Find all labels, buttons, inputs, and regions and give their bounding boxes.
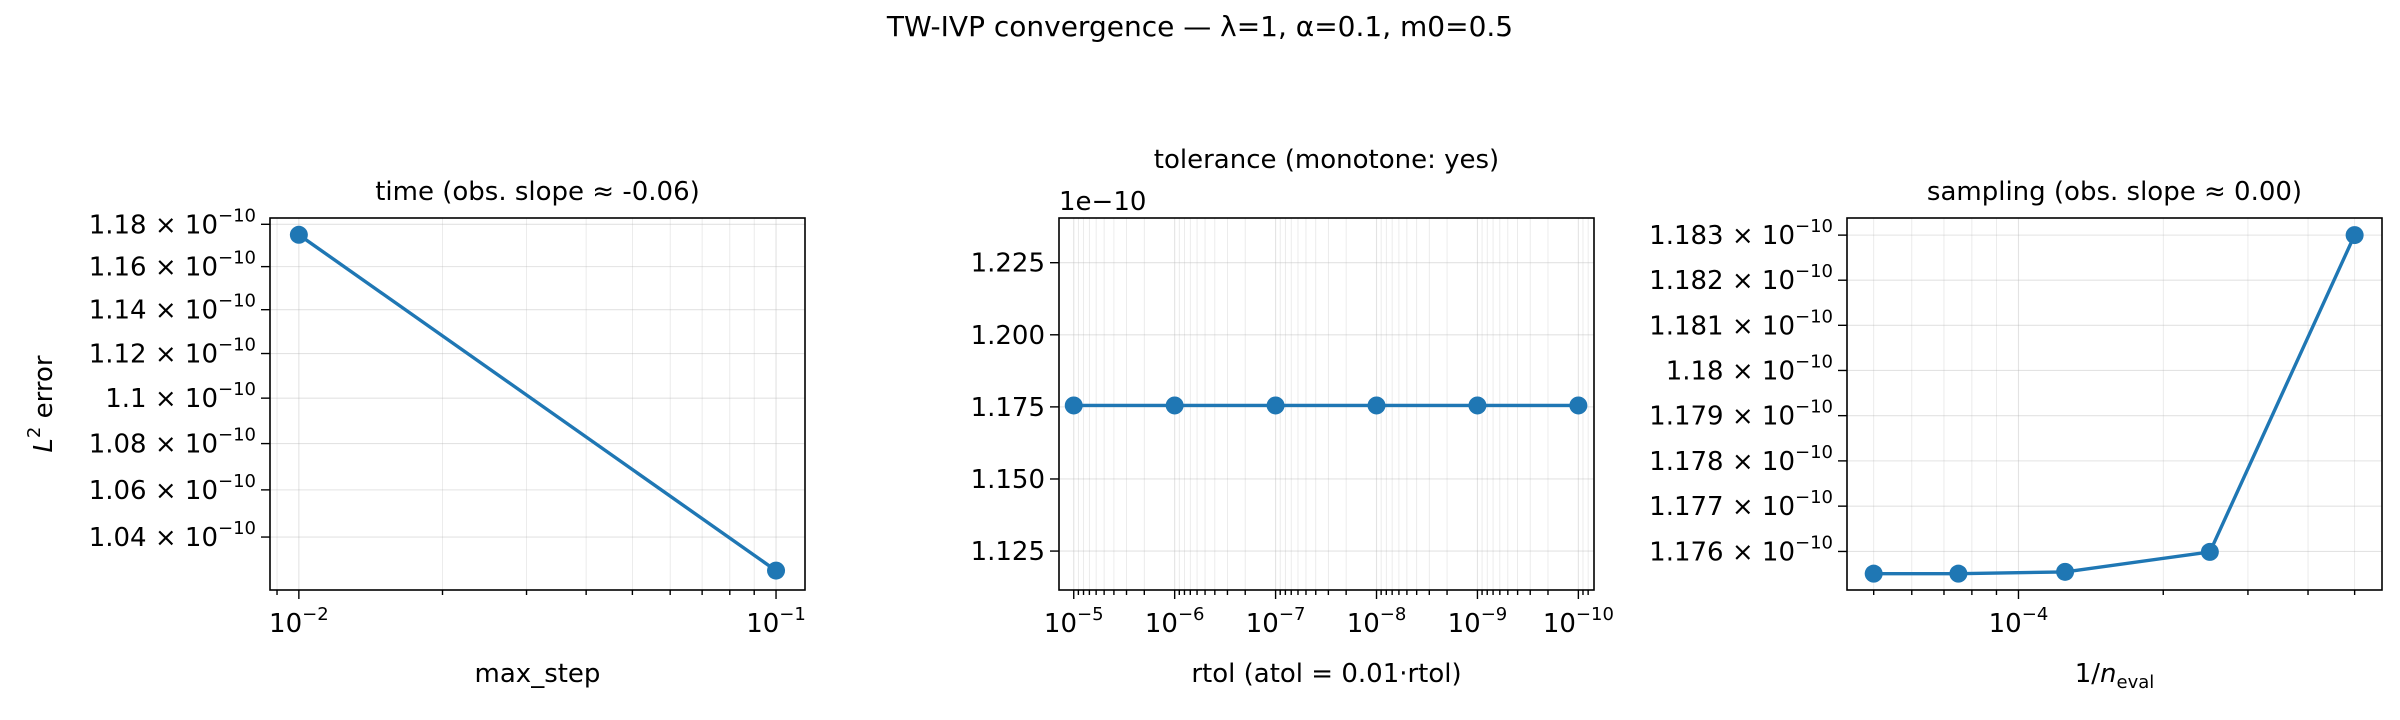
panels: 10−2 10−1 1.04 × 10−10 1.06 × 10−10 1.08 × 1… <box>24 145 2383 693</box>
y-tick-label: 1.183 × 10−10 <box>1649 216 1833 251</box>
data-point <box>2345 226 2364 245</box>
y-tick-label: 1.178 × 10−10 <box>1649 442 1833 477</box>
figure-title: TW-IVP convergence — λ=1, α=0.1, m0=0.5 <box>886 10 1513 43</box>
data-point <box>1165 396 1184 415</box>
y-tick-label: 1.06 × 10−10 <box>89 471 256 506</box>
chart-title: sampling (obs. slope ≈ 0.00) <box>1927 177 2302 207</box>
y-tick-label: 1.1 × 10−10 <box>105 379 256 414</box>
axes-frame <box>269 217 806 591</box>
series-line <box>297 233 777 572</box>
chart-panel-2: 10−5 10−6 10−7 10−8 10−9 10−10 1.125 1.150 1.175… <box>971 145 1614 689</box>
y-tick-label: 1.04 × 10−10 <box>89 518 256 553</box>
x-tick-label: 10−9 <box>1448 604 1508 639</box>
y-tick-label: 1.200 <box>971 321 1045 351</box>
chart-title: time (obs. slope ≈ -0.06) <box>375 177 700 207</box>
y-tick-label: 1.12 × 10−10 <box>89 335 256 370</box>
x-tick-label: 10−2 <box>269 604 329 639</box>
axes-frame <box>1846 217 2383 591</box>
y-tick-label: 1.16 × 10−10 <box>89 248 256 283</box>
y-tick-label: 1.175 <box>971 393 1045 423</box>
data-point <box>1569 396 1588 415</box>
y-tick-label: 1.225 <box>971 249 1045 279</box>
x-tick-label: 10−8 <box>1347 604 1407 639</box>
x-tick-label: 10−5 <box>1044 604 1104 639</box>
x-axis-label: rtol (atol = 0.01·rtol) <box>1191 659 1461 689</box>
y-tick-label: 1.150 <box>971 465 1045 495</box>
x-axis-label: 1/neval <box>2075 659 2155 693</box>
y-tick-label: 1.18 × 10−10 <box>1666 351 1833 386</box>
x-axis-label: max_step <box>475 659 601 689</box>
x-tick-label: 10−4 <box>1989 604 2049 639</box>
y-tick-label: 1.125 <box>971 537 1045 567</box>
data-point <box>1367 396 1386 415</box>
x-tick-label: 10−7 <box>1246 604 1306 639</box>
data-point <box>1864 564 1883 583</box>
data-point <box>1064 396 1083 415</box>
y-axis-label: L2 error <box>24 355 59 452</box>
y-tick-label: 1.182 × 10−10 <box>1649 261 1833 296</box>
data-point <box>1468 396 1487 415</box>
data-point <box>2200 542 2219 561</box>
axes-frame <box>1058 217 1595 591</box>
chart-title: tolerance (monotone: yes) <box>1154 145 1499 175</box>
x-tick-label: 10−1 <box>746 604 806 639</box>
data-point <box>2056 562 2075 581</box>
y-tick-label: 1.176 × 10−10 <box>1649 532 1833 567</box>
y-tick-label: 1.179 × 10−10 <box>1649 397 1833 432</box>
x-tick-label: 10−6 <box>1145 604 1205 639</box>
data-point <box>289 225 308 244</box>
x-tick-label: 10−10 <box>1543 604 1614 639</box>
chart-panel-1: 10−2 10−1 1.04 × 10−10 1.06 × 10−10 1.08 × 1… <box>24 177 806 689</box>
y-tick-label: 1.14 × 10−10 <box>89 291 256 326</box>
y-offset-label: 1e−10 <box>1059 187 1146 217</box>
y-tick-label: 1.08 × 10−10 <box>89 425 256 460</box>
data-point <box>1266 396 1285 415</box>
y-tick-label: 1.177 × 10−10 <box>1649 487 1833 522</box>
y-tick-label: 1.181 × 10−10 <box>1649 306 1833 341</box>
chart-panel-3: 10−4 1.176 × 10−10 1.177 × 10−10 1.178 × 10… <box>1649 177 2383 693</box>
data-point <box>767 561 786 580</box>
data-point <box>1949 564 1968 583</box>
y-tick-label: 1.18 × 10−10 <box>89 205 256 240</box>
